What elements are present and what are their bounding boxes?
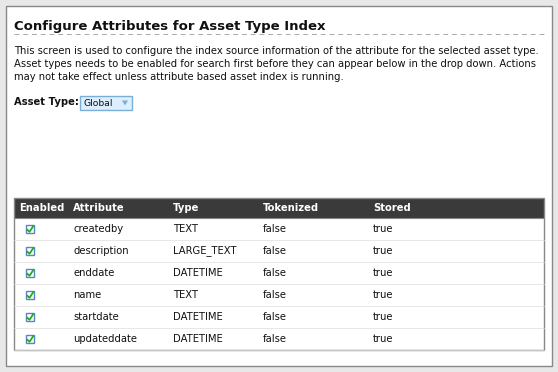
Text: createdby: createdby xyxy=(73,224,123,234)
Text: true: true xyxy=(373,334,393,344)
Text: Asset types needs to be enabled for search first before they can appear below in: Asset types needs to be enabled for sear… xyxy=(14,59,536,69)
Bar xyxy=(14,284,544,306)
Text: Attribute: Attribute xyxy=(73,203,124,213)
Text: name: name xyxy=(73,290,101,300)
Text: DATETIME: DATETIME xyxy=(173,334,223,344)
Text: updateddate: updateddate xyxy=(73,334,137,344)
Bar xyxy=(14,240,544,262)
Text: Asset Type:: Asset Type: xyxy=(14,97,79,107)
Text: LARGE_TEXT: LARGE_TEXT xyxy=(173,246,237,256)
Text: TEXT: TEXT xyxy=(173,290,198,300)
Polygon shape xyxy=(122,100,128,106)
Bar xyxy=(14,218,544,240)
Text: false: false xyxy=(263,268,287,278)
Text: DATETIME: DATETIME xyxy=(173,312,223,322)
Text: false: false xyxy=(263,334,287,344)
Text: DATETIME: DATETIME xyxy=(173,268,223,278)
Text: Type: Type xyxy=(173,203,199,213)
Bar xyxy=(14,306,544,328)
Bar xyxy=(26,313,34,321)
Text: true: true xyxy=(373,290,393,300)
Text: description: description xyxy=(73,246,129,256)
Text: true: true xyxy=(373,246,393,256)
Text: true: true xyxy=(373,312,393,322)
Text: This screen is used to configure the index source information of the attribute f: This screen is used to configure the ind… xyxy=(14,46,539,56)
Text: enddate: enddate xyxy=(73,268,114,278)
Text: false: false xyxy=(263,312,287,322)
Text: Enabled: Enabled xyxy=(19,203,64,213)
Bar xyxy=(26,247,34,255)
Text: false: false xyxy=(263,290,287,300)
Text: Configure Attributes for Asset Type Index: Configure Attributes for Asset Type Inde… xyxy=(14,20,325,33)
Bar xyxy=(14,328,544,350)
Bar xyxy=(26,225,34,233)
Bar xyxy=(14,198,544,218)
Bar xyxy=(26,269,34,277)
Bar xyxy=(26,335,34,343)
Text: false: false xyxy=(263,246,287,256)
Text: TEXT: TEXT xyxy=(173,224,198,234)
Text: may not take effect unless attribute based asset index is running.: may not take effect unless attribute bas… xyxy=(14,72,344,82)
Bar xyxy=(26,291,34,299)
Text: Stored: Stored xyxy=(373,203,411,213)
Text: Global: Global xyxy=(84,99,113,108)
Text: Tokenized: Tokenized xyxy=(263,203,319,213)
Bar xyxy=(80,96,132,110)
Bar xyxy=(14,262,544,284)
Text: startdate: startdate xyxy=(73,312,119,322)
Text: false: false xyxy=(263,224,287,234)
Bar xyxy=(14,198,544,350)
Text: true: true xyxy=(373,224,393,234)
Text: true: true xyxy=(373,268,393,278)
